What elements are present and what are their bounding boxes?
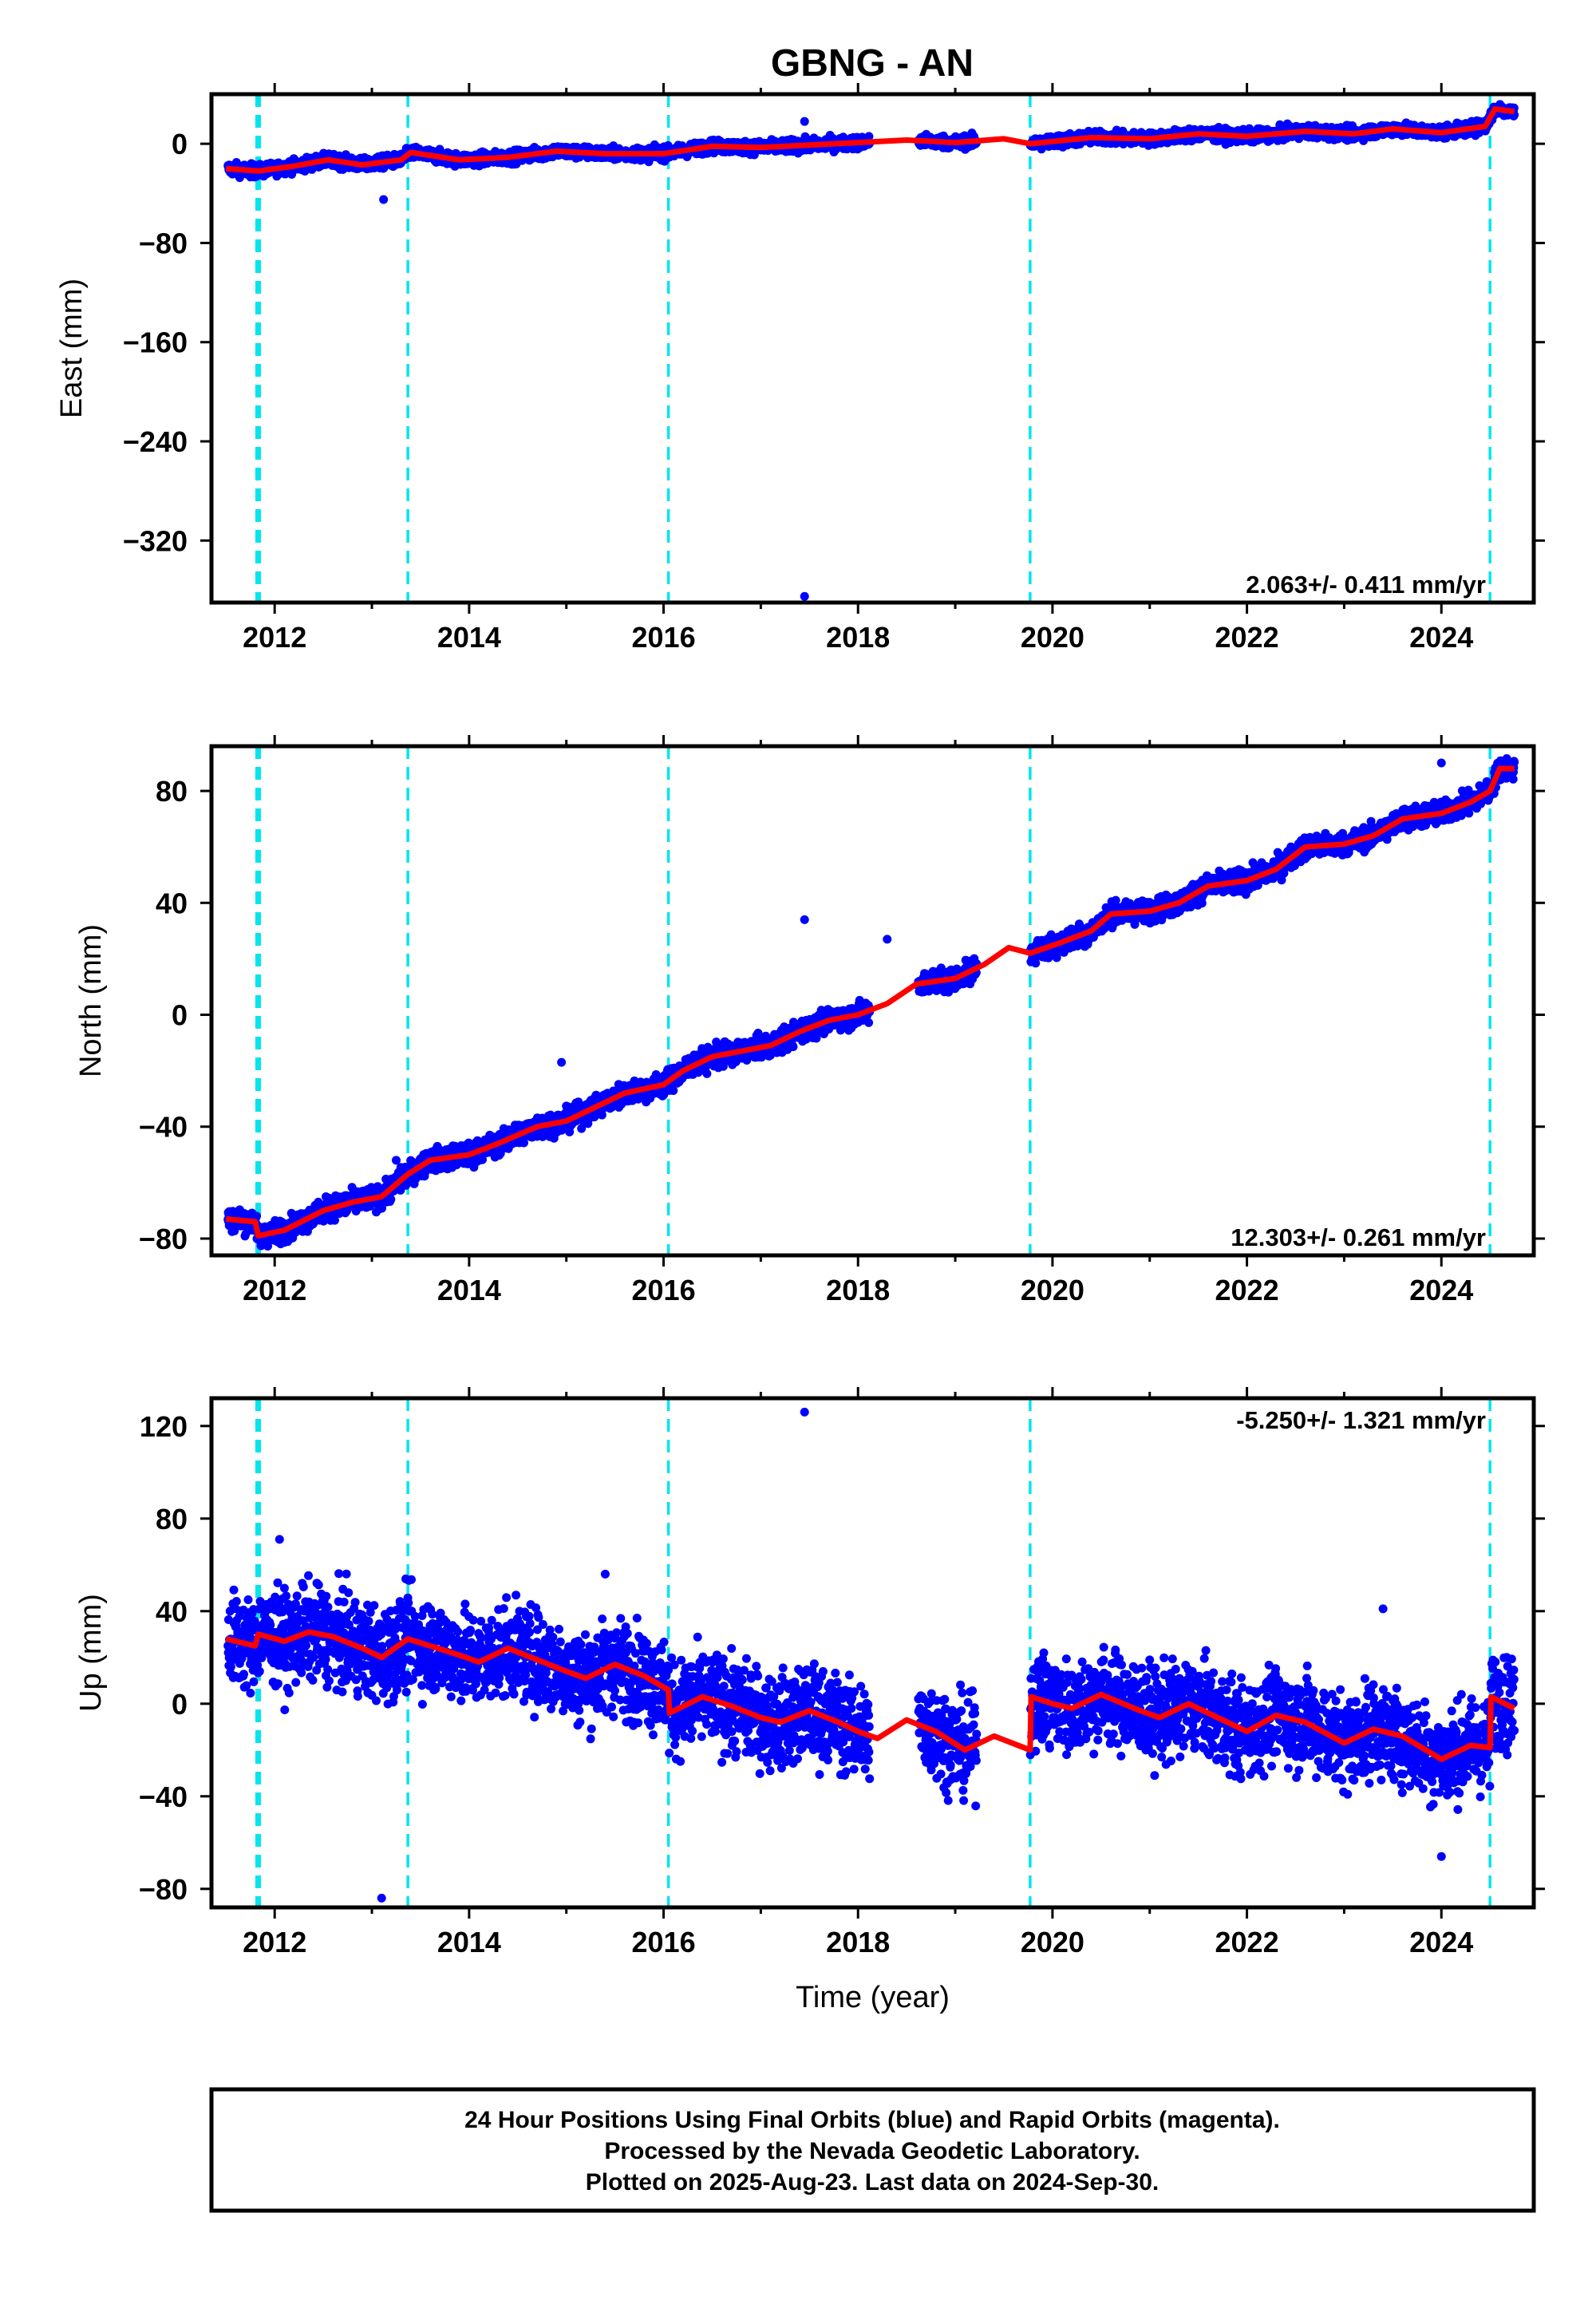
east-x-tick-label: 2022	[1215, 621, 1279, 654]
east-outlier-point	[379, 195, 389, 204]
north-points	[223, 754, 1519, 1251]
east-model-line	[226, 106, 1515, 174]
east-y-tick-label: −160	[123, 326, 188, 359]
east-x-tick-label: 2018	[826, 621, 890, 654]
east-x-tick-label: 2024	[1409, 621, 1473, 654]
east-x-tick-label: 2016	[632, 621, 696, 654]
east-points	[223, 100, 1519, 601]
east-x-tick-label: 2020	[1021, 621, 1084, 654]
east-x-tick-label: 2014	[437, 621, 501, 654]
figure-title: GBNG - AN	[771, 42, 974, 85]
north-point	[252, 1211, 262, 1221]
east-outlier-point	[800, 117, 809, 126]
east-outlier-point	[800, 591, 809, 601]
east-frame	[209, 92, 1536, 605]
east-panel: 2012 2014 2016 2018 2020 2022 2024 0 −80 −160 −240…	[55, 83, 1545, 654]
east-y-tick-label: 0	[172, 128, 188, 160]
east-y-tick-label: −320	[123, 524, 188, 557]
east-rate-label: 2.063+/- 0.411 mm/yr	[1246, 571, 1486, 599]
north-panel: 2012 2014 2016 2018 2020 2022 202480400−40−80N…	[74, 735, 1545, 1306]
east-y-tick-label: −80	[139, 227, 188, 259]
east-x-tick-label: 2012	[243, 621, 306, 654]
east-y-axis-label: East (mm)	[55, 279, 89, 418]
north-point	[386, 1195, 396, 1204]
east-y-tick-label: −240	[123, 425, 188, 458]
north-point	[330, 1215, 339, 1225]
